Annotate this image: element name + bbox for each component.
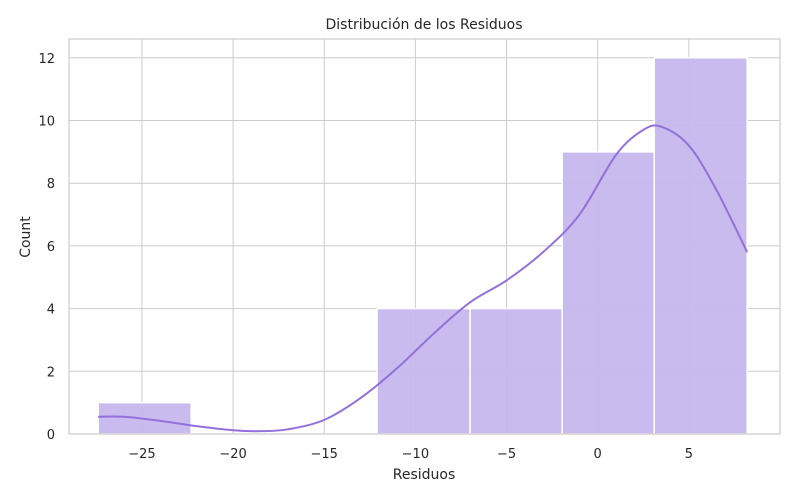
y-axis-label: Count [18,216,34,258]
x-tick-label: −25 [128,447,155,462]
histogram-bar [653,57,748,435]
x-tick-label: 5 [685,447,693,462]
x-tick-label: 0 [594,447,602,462]
plot-frame [68,38,781,435]
x-axis-label: Residuos [393,467,456,483]
y-tick-label: 10 [38,115,55,130]
y-tick-label: 0 [47,428,55,443]
x-tick-labels: −25 −20 −15 −10 −5 0 5 [128,447,693,462]
y-tick-labels: 0 2 4 6 8 10 12 [38,52,55,443]
x-tick-label: −15 [311,447,338,462]
x-tick-label: −20 [219,447,246,462]
histogram-bar [469,307,563,435]
y-tick-label: 4 [47,303,55,318]
chart-title: Distribución de los Residuos [326,17,523,33]
y-tick-label: 6 [47,240,55,255]
histogram-bars [97,57,748,435]
y-tick-label: 8 [47,177,55,192]
y-tick-label: 12 [38,52,55,67]
y-tick-label: 2 [47,365,55,380]
x-tick-label: −5 [497,447,516,462]
histogram-bar [561,151,655,435]
x-tick-label: −10 [402,447,429,462]
kde-curve [98,124,749,433]
histogram-bar [376,307,471,435]
